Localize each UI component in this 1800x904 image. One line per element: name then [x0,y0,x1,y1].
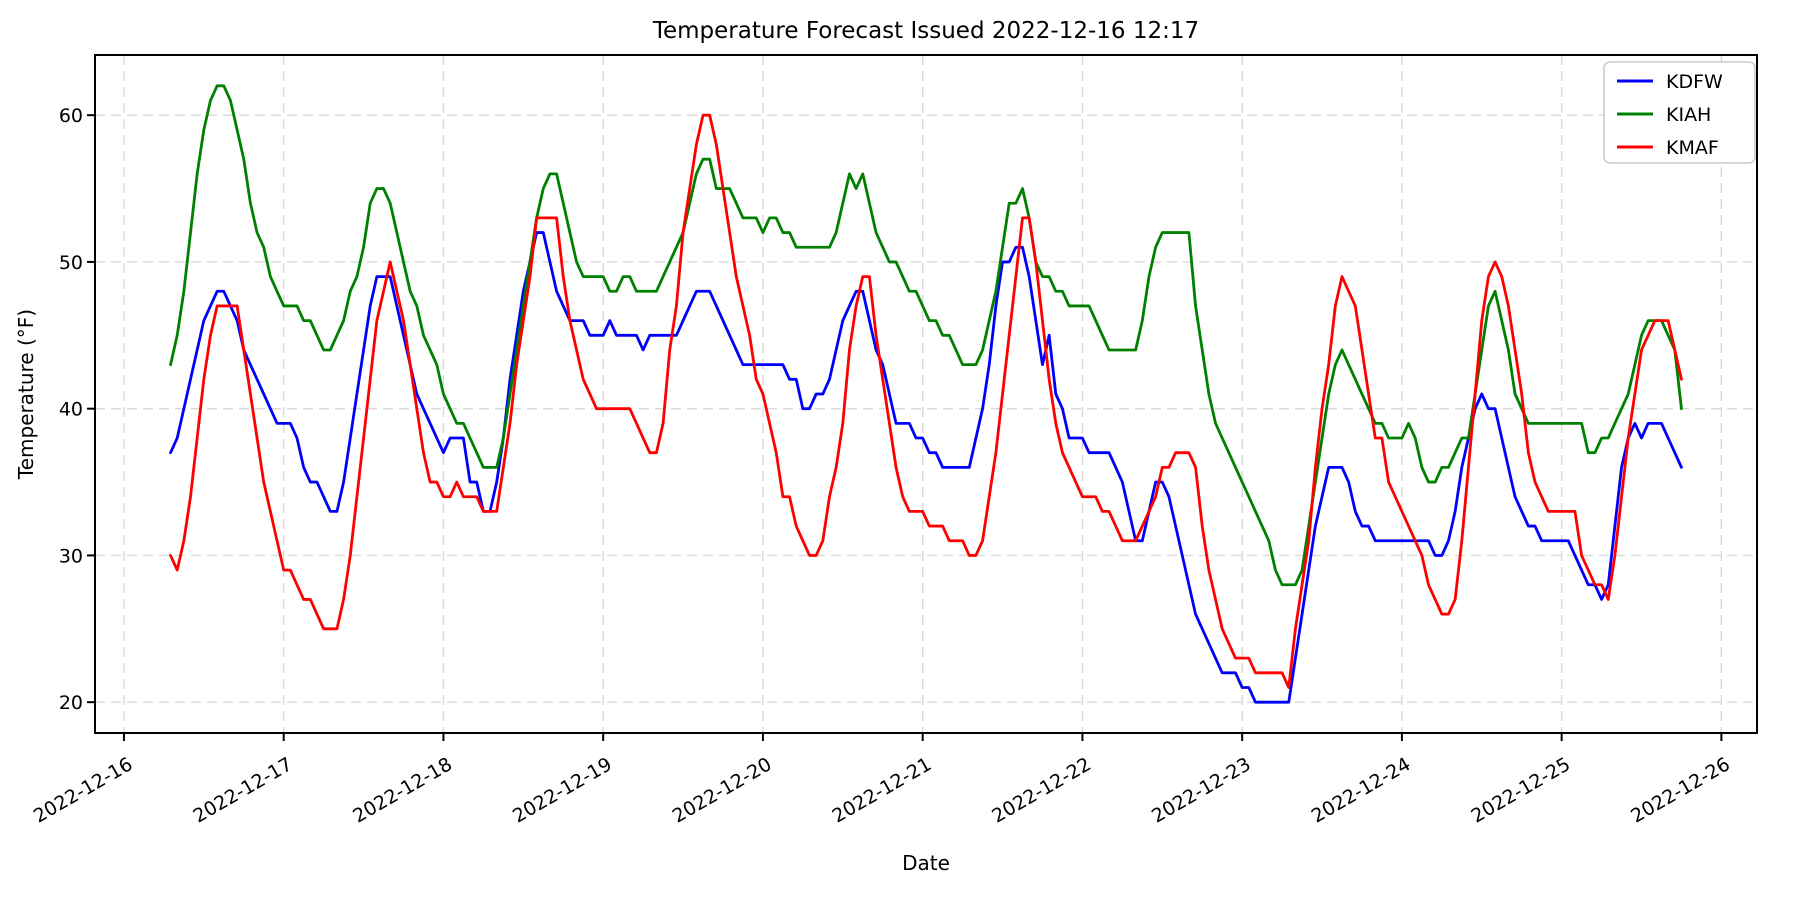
series-lines [169,84,1683,704]
x-axis-label: Date [902,851,950,875]
y-tick-label: 40 [59,399,83,421]
grid [95,55,1757,733]
y-tick-label: 60 [59,105,83,127]
x-tick-label: 2022-12-20 [669,753,776,827]
x-tick-label: 2022-12-22 [988,753,1095,827]
x-tick-label: 2022-12-19 [509,753,616,827]
x-tick-label: 2022-12-23 [1148,753,1255,827]
x-tick-label: 2022-12-21 [829,753,936,827]
series-line-kiah [169,84,1683,587]
legend-label-kiah: KIAH [1666,104,1711,126]
axes-frame [94,54,1758,734]
legend-box [1603,61,1756,164]
x-tick-label: 2022-12-24 [1308,753,1415,827]
series-line-kmaf [169,113,1683,689]
plot-area [95,55,1757,733]
legend-label-kdfw: KDFW [1666,71,1723,93]
y-tick-label: 20 [59,692,83,714]
y-axis-label: Temperature (°F) [14,309,38,480]
y-tick-label: 50 [59,252,83,274]
x-tick-label: 2022-12-18 [349,753,456,827]
ticks [87,114,1723,741]
x-tick-label: 2022-12-26 [1627,753,1734,827]
y-tick-label: 30 [59,545,83,567]
legend-label-kmaf: KMAF [1666,137,1719,159]
x-tick-label: 2022-12-16 [30,753,137,827]
chart-title: Temperature Forecast Issued 2022-12-16 1… [652,18,1199,44]
series-line-kdfw [169,231,1683,704]
x-tick-label: 2022-12-17 [190,753,297,827]
legend: KDFW KIAH KMAF [1603,61,1756,164]
x-tick-label: 2022-12-25 [1468,753,1575,827]
